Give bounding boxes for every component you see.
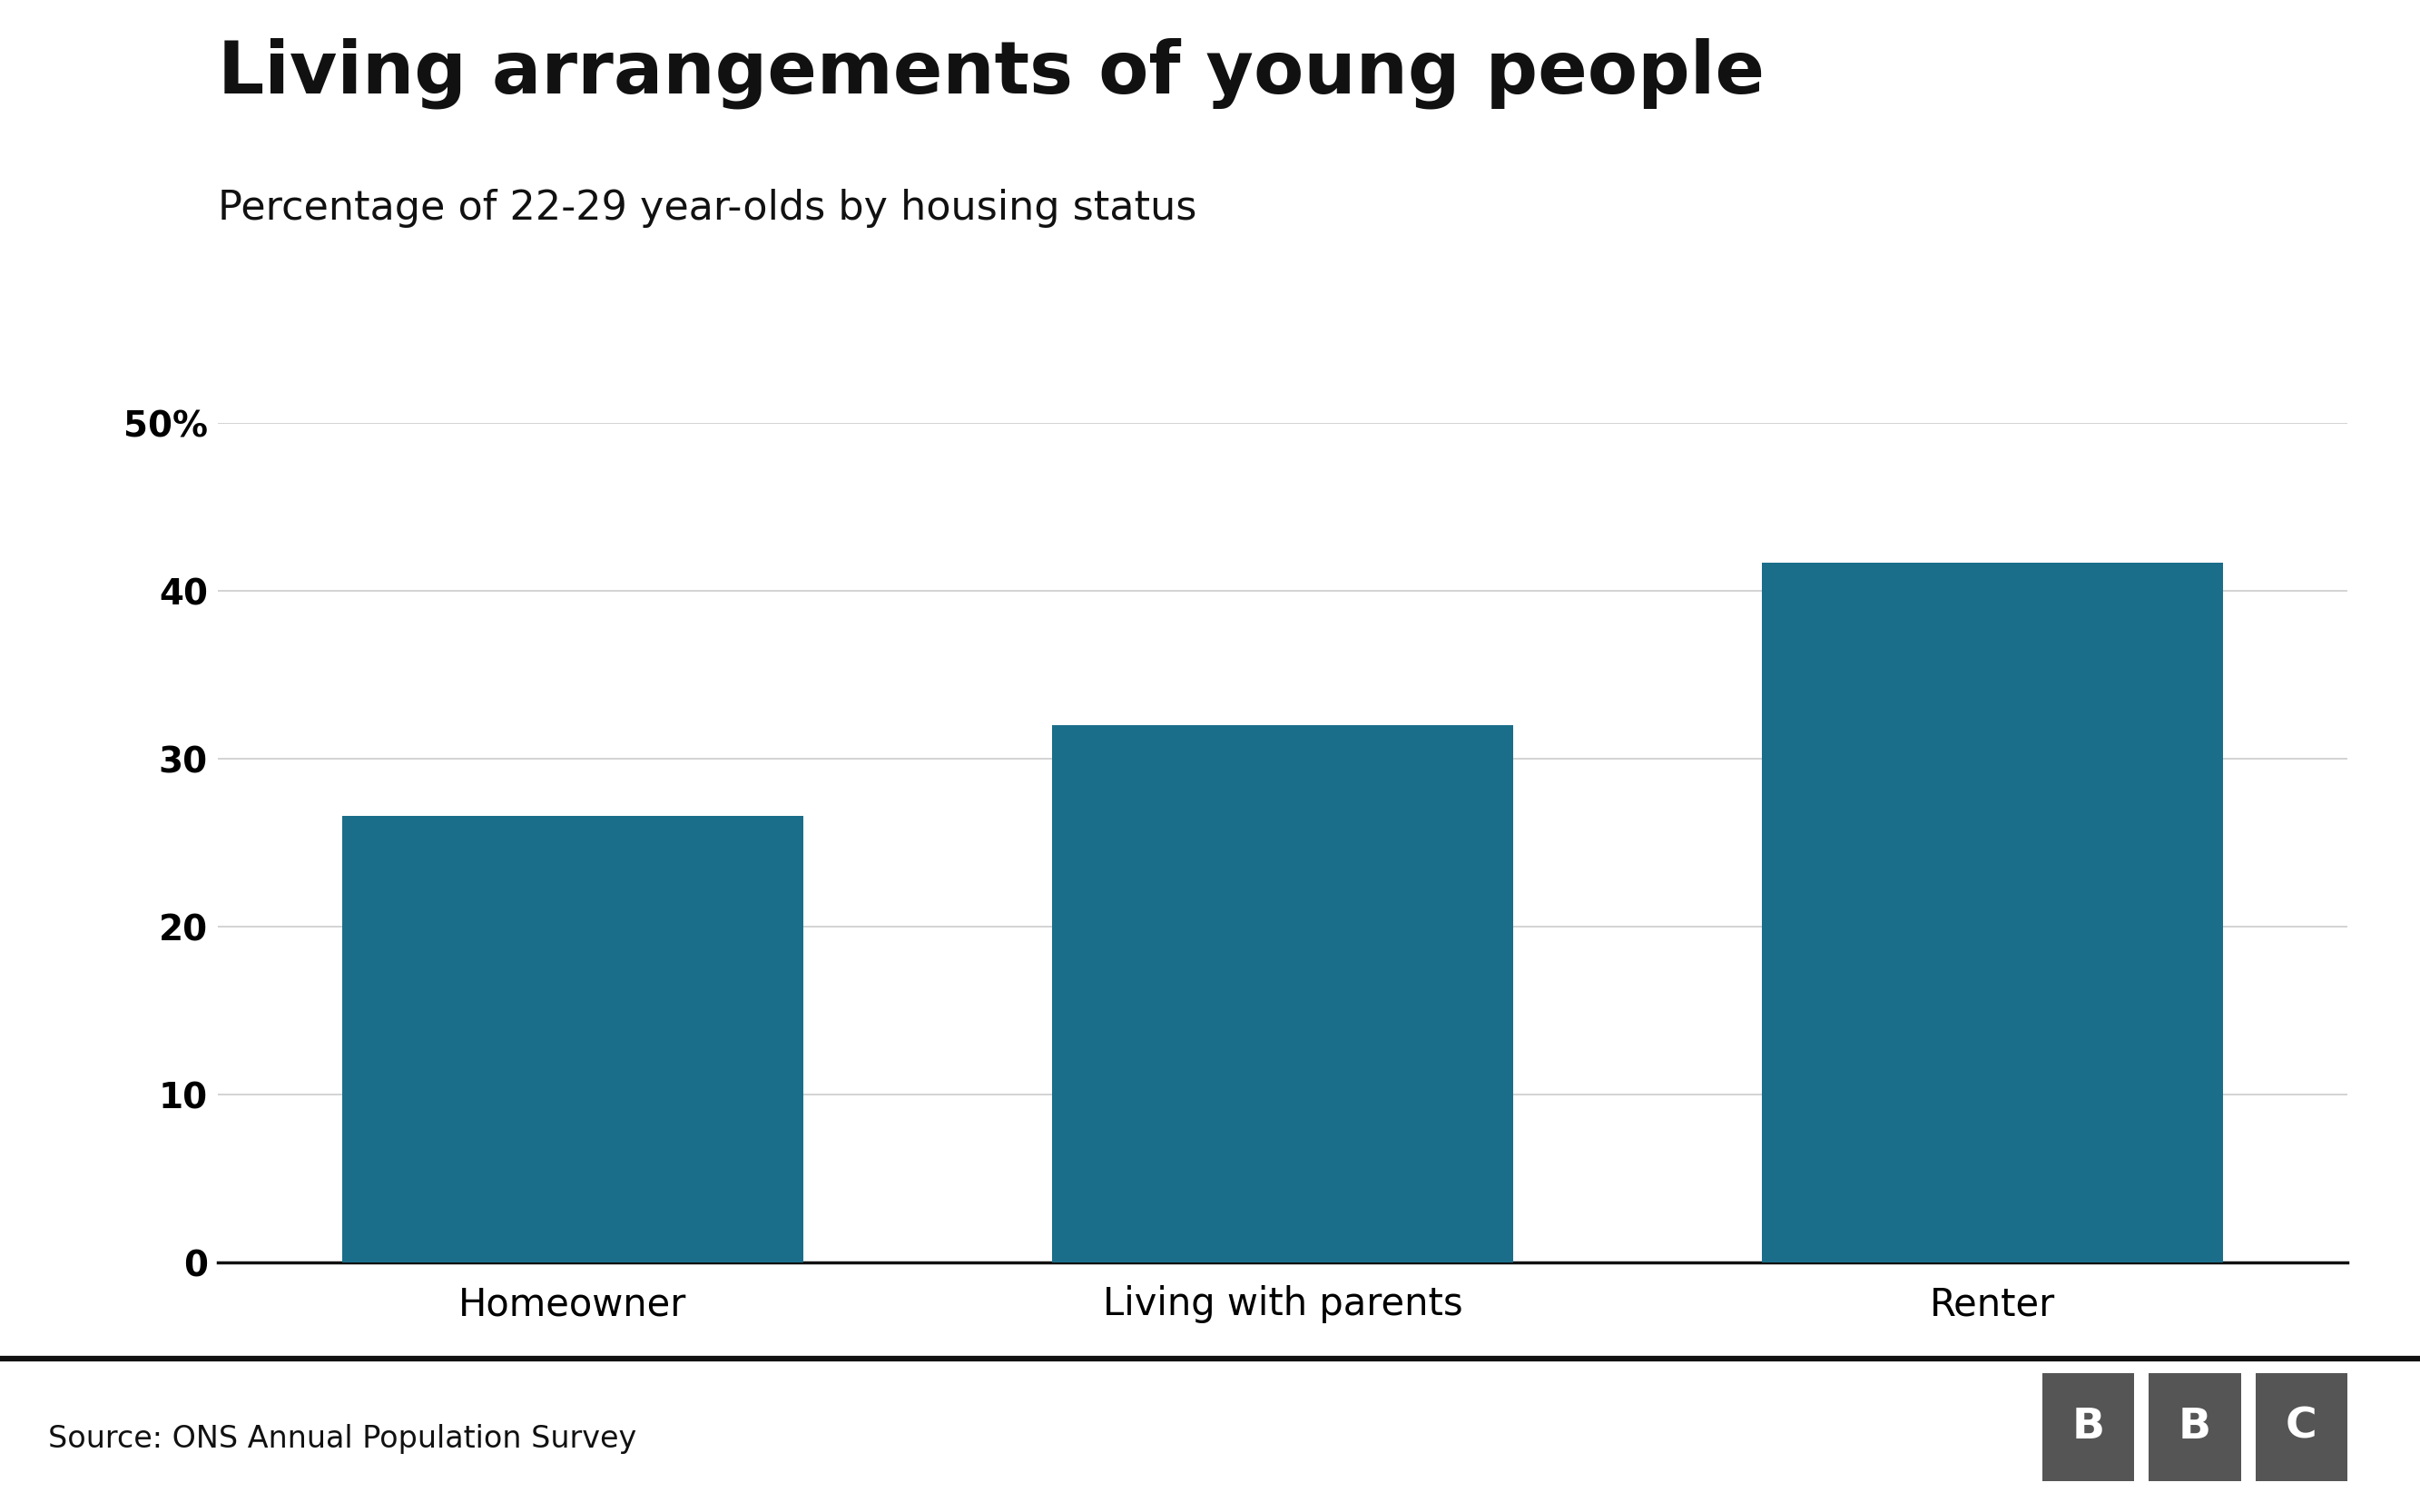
- Bar: [1762, 562, 2224, 1263]
- Text: C: C: [2284, 1406, 2318, 1447]
- FancyBboxPatch shape: [2042, 1373, 2134, 1480]
- Text: B: B: [2072, 1406, 2105, 1447]
- FancyBboxPatch shape: [2149, 1373, 2241, 1480]
- FancyBboxPatch shape: [2255, 1373, 2347, 1480]
- Text: Living arrangements of young people: Living arrangements of young people: [218, 38, 1764, 109]
- Text: B: B: [2178, 1406, 2212, 1447]
- Bar: [1053, 726, 1512, 1263]
- Text: Source: ONS Annual Population Survey: Source: ONS Annual Population Survey: [48, 1424, 636, 1455]
- Bar: [341, 816, 803, 1263]
- Text: Percentage of 22-29 year-olds by housing status: Percentage of 22-29 year-olds by housing…: [218, 189, 1195, 228]
